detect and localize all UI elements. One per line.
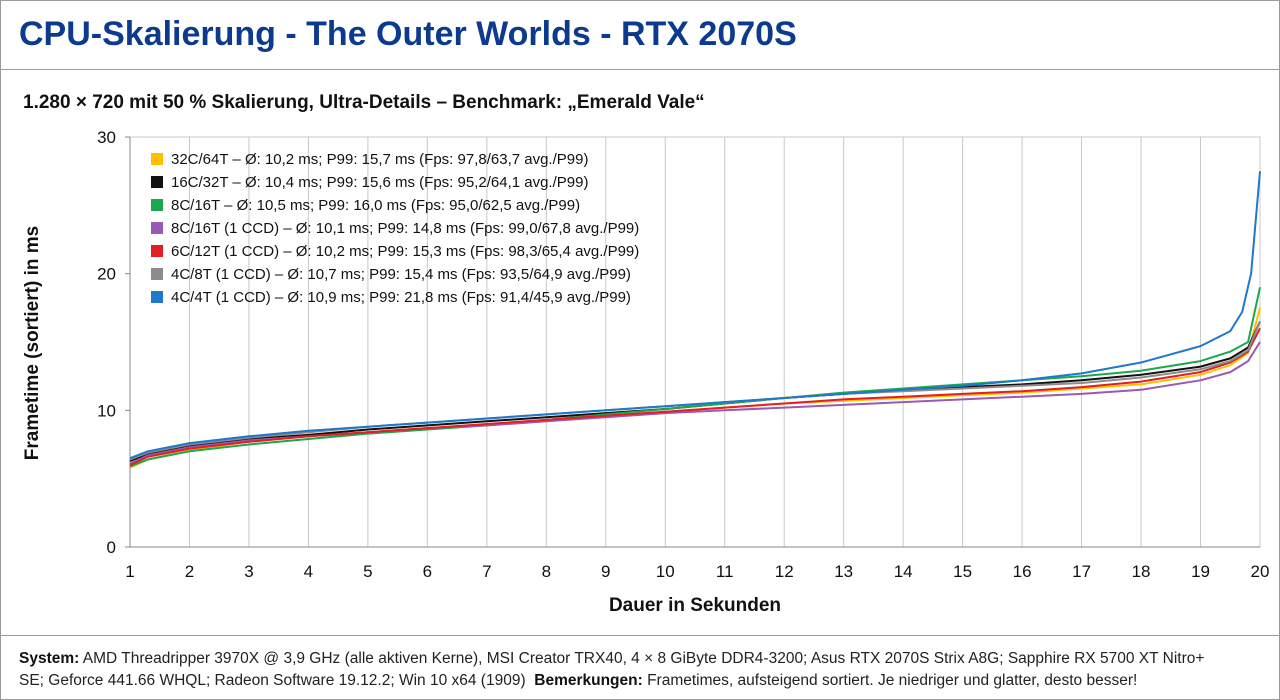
- series-line-6: [129, 321, 1261, 461]
- legend-label: 4C/4T (1 CCD) – Ø: 10,9 ms; P99: 21,8 ms…: [171, 289, 631, 306]
- system-text-1: AMD Threadripper 3970X @ 3,9 GHz (alle a…: [82, 650, 1205, 667]
- x-tick-label: 8: [542, 562, 551, 581]
- x-tick-label: 7: [482, 562, 491, 581]
- page-title: CPU-Skalierung - The Outer Worlds - RTX …: [19, 15, 797, 53]
- remarks-text: Frametimes, aufsteigend sortiert. Je nie…: [647, 672, 1138, 689]
- x-tick-label: 3: [244, 562, 253, 581]
- footer: System: AMD Threadripper 3970X @ 3,9 GHz…: [1, 635, 1279, 700]
- legend-label: 32C/64T – Ø: 10,2 ms; P99: 15,7 ms (Fps:…: [171, 151, 588, 168]
- legend: 32C/64T – Ø: 10,2 ms; P99: 15,7 ms (Fps:…: [151, 151, 639, 306]
- legend-label: 8C/16T – Ø: 10,5 ms; P99: 16,0 ms (Fps: …: [171, 197, 580, 214]
- system-label: System:: [19, 650, 80, 667]
- series-line-7: [129, 171, 1261, 460]
- x-tick-label: 11: [716, 562, 734, 581]
- x-tick-label: 13: [834, 562, 853, 581]
- x-tick-label: 16: [1013, 562, 1032, 581]
- footer-line-2: SE; Geforce 441.66 WHQL; Radeon Software…: [19, 672, 1137, 690]
- x-tick-label: 1: [125, 562, 134, 581]
- legend-label: 8C/16T (1 CCD) – Ø: 10,1 ms; P99: 14,8 m…: [171, 220, 639, 237]
- x-tick-label: 14: [894, 562, 913, 581]
- x-tick-label: 4: [304, 562, 313, 581]
- series-line-5: [129, 327, 1261, 466]
- series-lines: [129, 171, 1261, 469]
- legend-label: 16C/32T – Ø: 10,4 ms; P99: 15,6 ms (Fps:…: [171, 174, 588, 191]
- x-tick-label: 18: [1132, 562, 1151, 581]
- x-tick-label: 6: [423, 562, 432, 581]
- legend-swatch: [151, 176, 163, 188]
- header: CPU-Skalierung - The Outer Worlds - RTX …: [1, 1, 1279, 70]
- legend-label: 6C/12T (1 CCD) – Ø: 10,2 ms; P99: 15,3 m…: [171, 243, 639, 260]
- x-tick-label: 19: [1191, 562, 1210, 581]
- system-text-2: SE; Geforce 441.66 WHQL; Radeon Software…: [19, 672, 526, 689]
- y-axis-label: Frametime (sortiert) in ms: [22, 226, 43, 460]
- y-tick-label: 10: [97, 401, 116, 420]
- legend-swatch: [151, 245, 163, 257]
- remarks-label: Bemerkungen:: [534, 672, 643, 689]
- series-line-3: [129, 287, 1261, 468]
- y-tick-label: 0: [107, 538, 116, 557]
- x-tick-label: 5: [363, 562, 372, 581]
- y-tick-label: 20: [97, 265, 116, 284]
- x-tick-label: 2: [185, 562, 194, 581]
- x-tick-label: 9: [601, 562, 610, 581]
- y-tick-label: 30: [97, 128, 116, 147]
- x-axis-label: Dauer in Sekunden: [609, 595, 781, 616]
- legend-swatch: [151, 268, 163, 280]
- x-tick-label: 12: [775, 562, 794, 581]
- legend-swatch: [151, 291, 163, 303]
- series-line-1: [129, 307, 1261, 469]
- x-tick-label: 17: [1072, 562, 1091, 581]
- legend-label: 4C/8T (1 CCD) – Ø: 10,7 ms; P99: 15,4 ms…: [171, 266, 631, 283]
- legend-swatch: [151, 199, 163, 211]
- legend-swatch: [151, 222, 163, 234]
- x-tick-label: 10: [656, 562, 675, 581]
- footer-line-1: System: AMD Threadripper 3970X @ 3,9 GHz…: [19, 650, 1204, 668]
- legend-swatch: [151, 153, 163, 165]
- x-tick-label: 15: [953, 562, 972, 581]
- series-line-4: [129, 341, 1261, 465]
- x-tick-label: 20: [1251, 562, 1270, 581]
- chart-subtitle: 1.280 × 720 mit 50 % Skalierung, Ultra-D…: [23, 92, 705, 113]
